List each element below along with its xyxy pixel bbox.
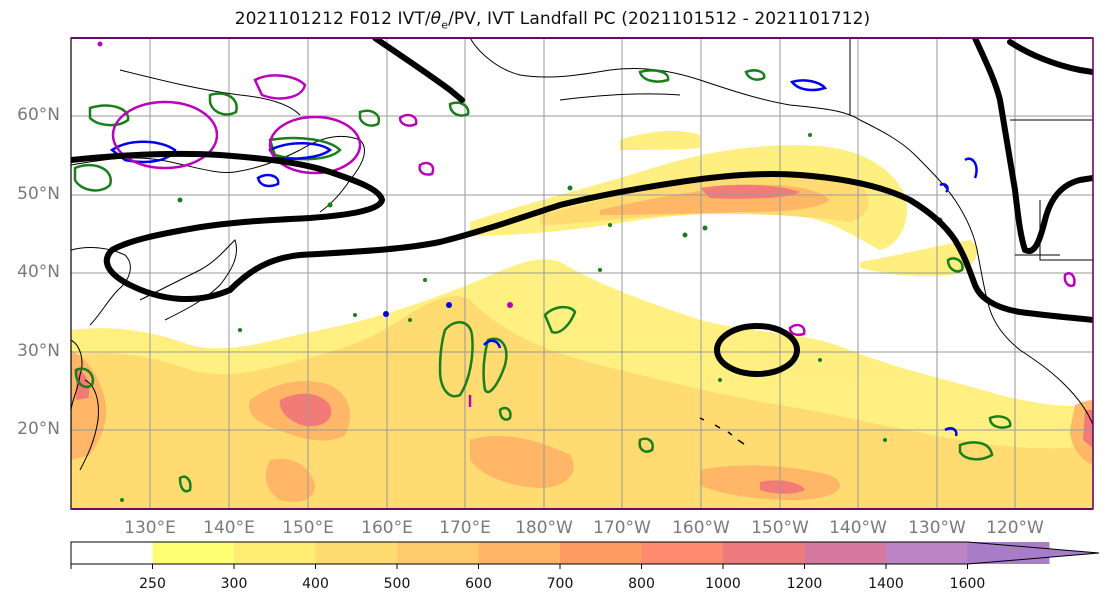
colorbar-segment xyxy=(886,542,968,564)
lon-label-140w: 140°W xyxy=(829,518,887,538)
colorbar-tick-label: 250 xyxy=(139,576,166,592)
colorbar-tick-label: 1600 xyxy=(949,576,986,592)
lon-label-160e: 160°E xyxy=(361,518,413,538)
colorbar-tick-label: 700 xyxy=(546,576,574,592)
colorbar-tick-label: 1200 xyxy=(786,576,823,592)
pv-magenta-contours xyxy=(111,74,1076,407)
lon-label-130w: 130°W xyxy=(908,518,966,538)
lon-label-180w: 180°W xyxy=(515,518,573,538)
colorbar-extension xyxy=(967,542,1099,564)
colorbar-segment xyxy=(152,542,235,564)
lon-label-170w: 170°W xyxy=(593,518,651,538)
colorbar-tick-label: 400 xyxy=(302,576,329,592)
colorbar-tick-label: 500 xyxy=(383,576,411,592)
lat-label-20n: 20°N xyxy=(17,419,60,439)
lon-label-130e: 130°E xyxy=(124,518,176,538)
lon-label-120w: 120°W xyxy=(986,518,1044,538)
gridlines xyxy=(71,38,1093,509)
lon-label-160w: 160°W xyxy=(672,518,730,538)
lat-label-60n: 60°N xyxy=(17,105,60,125)
colorbar-segment xyxy=(397,542,479,564)
lat-label-40n: 40°N xyxy=(17,262,60,282)
colorbar-segment xyxy=(234,542,316,564)
lat-label-30n: 30°N xyxy=(17,341,60,361)
colorbar xyxy=(70,541,1100,569)
landfall-pc-contours xyxy=(71,38,1093,377)
colorbar-segment xyxy=(560,542,642,564)
lon-label-140e: 140°E xyxy=(203,518,255,538)
lon-label-150w: 150°W xyxy=(751,518,809,538)
colorbar-segment xyxy=(71,542,153,564)
colorbar-segment xyxy=(478,542,561,564)
lon-label-170e: 170°E xyxy=(439,518,491,538)
lon-label-150e: 150°E xyxy=(282,518,334,538)
colorbar-tick-label: 1400 xyxy=(868,576,904,592)
chart-title: 2021101212 F012 IVT/θe/PV, IVT Landfall … xyxy=(234,9,871,32)
colorbar-tick-label: 1000 xyxy=(705,576,741,592)
colorbar-segment xyxy=(315,542,398,564)
colorbar-segment xyxy=(723,542,805,564)
theta-e-contours xyxy=(73,69,1012,493)
colorbar-segment xyxy=(641,542,724,564)
colorbar-tick-label: 600 xyxy=(465,576,492,592)
pv-blue-contours xyxy=(109,79,978,437)
lat-label-50n: 50°N xyxy=(17,184,60,204)
colorbar-segment xyxy=(804,542,887,564)
colorbar-tick-label: 800 xyxy=(628,576,655,592)
colorbar-tick-label: 300 xyxy=(220,576,248,592)
colorbar-outline xyxy=(70,541,1100,565)
